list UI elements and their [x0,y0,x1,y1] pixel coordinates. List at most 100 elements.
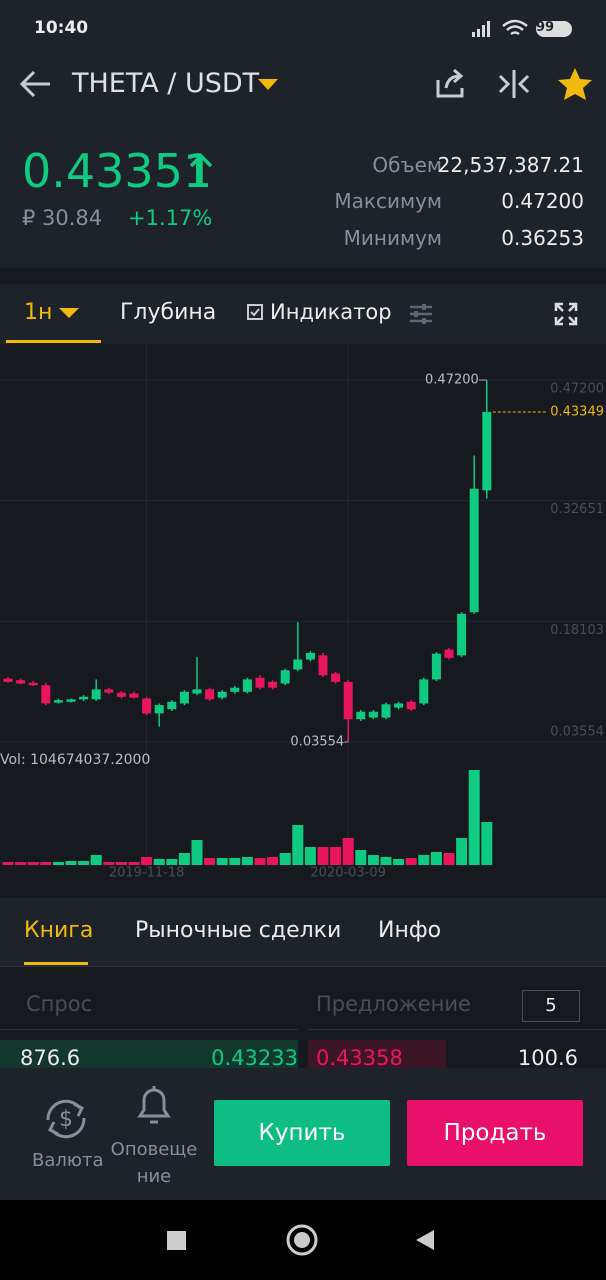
candle-body [457,613,467,656]
depth-tab[interactable]: Глубина [120,300,217,325]
volume-bar [78,861,90,865]
ask-depth-bar [308,1040,446,1070]
volume-bar [153,859,165,865]
x-tick-label: 2019-11-18 [109,866,185,881]
pair-dropdown[interactable] [256,76,280,92]
volume-bar [468,770,480,865]
info-tab[interactable]: Инфо [378,918,442,943]
volume-bar [27,862,39,865]
volume-bar [405,858,417,865]
volume-bar [40,862,52,865]
book-tab[interactable]: Книга [24,918,94,943]
candle-body [255,677,265,688]
chart-tabs [0,284,606,344]
candle-body [205,689,215,700]
fiat-price: ₽ 30.84 [22,206,103,230]
pair-title[interactable]: THETA / USDT [72,68,260,99]
volume-bar [481,821,493,865]
candle-body [79,696,89,700]
compare-button[interactable] [496,66,532,102]
candle-body [343,681,353,720]
share-button[interactable] [432,66,468,102]
volume-bar [254,858,266,865]
settings-icon[interactable] [408,302,434,326]
volume-bar [90,855,102,865]
candle-body [167,701,177,710]
volume-bar [141,856,153,865]
buy-button[interactable]: Купить [214,1100,390,1166]
stat-label: Минимум [343,226,442,250]
favorite-star[interactable] [556,66,594,102]
volume-bar [367,855,379,865]
volume-bar [279,853,291,865]
candle-body [28,682,38,686]
candle-body [53,700,63,703]
candle-body [331,673,341,682]
bid-depth-bar [0,1040,298,1070]
candle-body [419,679,429,704]
back-button[interactable] [18,66,54,102]
alerts-label[interactable]: Оповещение [110,1139,198,1187]
up-arrow [189,153,213,184]
fullscreen-icon[interactable] [554,302,578,326]
candle-body [268,681,278,688]
volume-bar [317,847,329,865]
alert-icon[interactable] [134,1084,174,1130]
volume-bar [65,861,77,865]
candle-body [129,693,139,698]
candle-body [41,685,51,704]
last-price: 0.43351 [22,144,213,198]
book-tabs [0,898,606,967]
candle-body [242,679,252,692]
currency-icon[interactable]: $ [38,1094,94,1144]
volume-bar [342,838,354,865]
y-tick-label: 0.03554 [550,725,604,740]
stat-value: 0.47200 [501,189,584,213]
candlestick-chart: 0.47200 0.32651 0.18103 0.03554 2019-11-18 20… [0,345,606,881]
header-panel [0,0,606,268]
candle-body [318,655,328,676]
y-tick-label: 0.47200 [550,382,604,397]
indicator-tab[interactable]: Индикатор [270,300,392,324]
candle-body [16,680,26,684]
volume-bar [355,850,367,865]
sell-button[interactable]: Продать [407,1100,583,1166]
volume-label: Vol: 104674037.2000 [0,752,150,768]
stat-label: Максимум [334,189,442,213]
status-time: 10:40 [34,18,89,38]
volume-bar [292,824,304,865]
volume-bar [178,853,190,865]
volume-bar [241,856,253,865]
candle-body [230,687,240,692]
interval-dropdown[interactable] [58,306,80,320]
volume-bar [456,838,468,865]
candle-body [280,670,290,684]
y-tick-label: 0.18103 [550,623,604,638]
volume-bar [267,856,279,865]
interval-tab[interactable]: 1н [24,300,53,325]
volume-bar [430,852,442,865]
candle-body [394,703,404,708]
volume-bar [166,859,178,865]
bid-price: 0.43233 [211,1046,298,1070]
ask-amount: 100.6 [517,1046,578,1070]
candle-body [154,705,164,714]
bid-amount: 876.6 [20,1046,81,1070]
candle-body [469,488,479,613]
max-label: 0.47200 [425,373,479,388]
nav-buttons[interactable] [160,1222,450,1258]
status-icons [472,19,572,37]
bid-header: Спрос [26,992,93,1016]
candle-body [3,678,13,682]
trades-tab[interactable]: Рыночные сделки [135,918,342,943]
stat-value: 22,537,387.21 [437,153,584,177]
battery: 99 [536,20,555,35]
candle-body [482,411,492,491]
candle-body [305,652,315,660]
depth-selector[interactable]: 5 [522,990,580,1022]
candle-body [444,649,454,658]
currency-label[interactable]: Валюта [32,1150,104,1171]
volume-bar [393,859,405,865]
candle-body [104,689,114,693]
